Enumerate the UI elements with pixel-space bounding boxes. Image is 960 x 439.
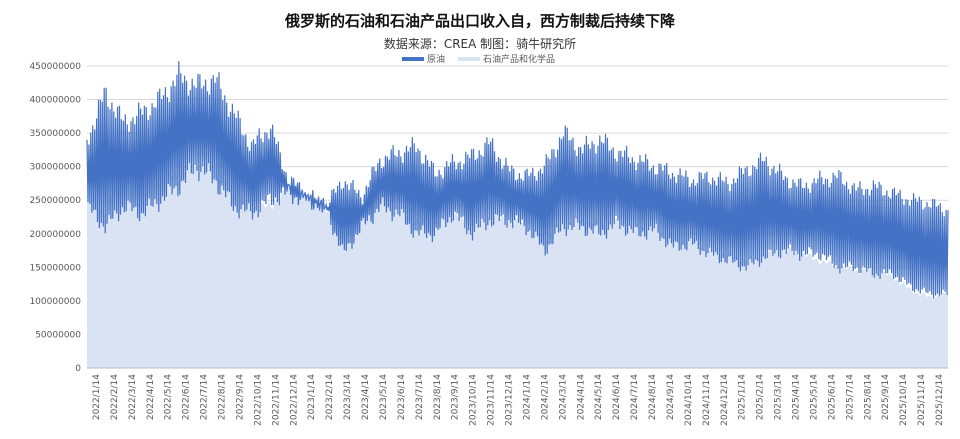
x-tick-label: 2024/2/14 [540, 374, 550, 420]
legend-label-products: 石油产品和化学品 [483, 53, 555, 65]
x-tick-label: 2025/4/14 [792, 374, 802, 420]
y-tick-label: 400000000 [29, 96, 81, 106]
x-tick-label: 2022/3/14 [128, 374, 138, 420]
x-tick-label: 2022/12/14 [289, 374, 299, 426]
legend: 原油 石油产品和化学品 [402, 53, 555, 65]
x-tick-label: 2022/4/14 [146, 374, 156, 420]
y-tick-label: 350000000 [29, 129, 81, 139]
x-tick-label: 2023/7/14 [415, 374, 425, 420]
series-products-area [87, 152, 948, 368]
x-tick-label: 2024/5/14 [594, 374, 604, 420]
x-tick-label: 2023/6/14 [397, 374, 407, 420]
x-tick-label: 2024/8/14 [648, 374, 658, 420]
x-axis: 2022/1/14 2022/2/14 2022/3/14 2022/4/14 2022… [87, 367, 948, 426]
x-tick-label: 2023/1/14 [307, 374, 317, 420]
x-tick-label: 2025/6/14 [827, 374, 837, 420]
x-tick-label: 2025/3/14 [774, 374, 784, 420]
y-tick-label: 300000000 [29, 163, 81, 173]
y-tick-label: 50000000 [35, 330, 81, 340]
chart-subtitle: 数据来源：CREA 制图：骑牛研究所 [383, 37, 577, 51]
x-tick-label: 2024/12/14 [720, 374, 730, 426]
x-tick-label: 2023/12/14 [505, 374, 515, 426]
x-tick-label: 2023/2/14 [325, 374, 335, 420]
x-tick-label: 2022/6/14 [182, 374, 192, 420]
x-tick-label: 2024/7/14 [630, 374, 640, 420]
x-tick-label: 2025/8/14 [863, 374, 873, 420]
x-tick-label: 2022/10/14 [253, 374, 263, 426]
x-tick-label: 2023/5/14 [379, 374, 389, 420]
x-tick-label: 2024/4/14 [576, 374, 586, 420]
x-tick-label: 2025/11/14 [917, 374, 927, 426]
x-tick-label: 2022/8/14 [218, 374, 228, 420]
x-tick-label: 2025/5/14 [809, 374, 819, 420]
legend-label-crude: 原油 [427, 53, 445, 65]
x-tick-label: 2024/1/14 [522, 374, 532, 420]
x-tick-label: 2025/12/14 [935, 374, 945, 426]
y-tick-label: 100000000 [29, 297, 81, 307]
x-tick-label: 2024/11/14 [702, 374, 712, 426]
x-tick-label: 2022/11/14 [271, 374, 281, 426]
x-tick-label: 2024/3/14 [558, 374, 568, 420]
x-tick-label: 2022/1/14 [92, 374, 102, 420]
x-tick-label: 2024/10/14 [684, 374, 694, 426]
x-tick-label: 2025/9/14 [881, 374, 891, 420]
y-tick-label: 250000000 [29, 196, 81, 206]
x-tick-label: 2025/2/14 [756, 374, 766, 420]
series-crude-line [86, 61, 949, 299]
x-tick-label: 2023/11/14 [487, 374, 497, 426]
x-tick-label: 2023/9/14 [451, 374, 461, 420]
x-tick-label: 2024/6/14 [612, 374, 622, 420]
x-tick-label: 2022/7/14 [200, 374, 210, 420]
y-axis: 0 50000000 100000000 150000000 200000000 2500… [29, 62, 81, 374]
chart-title: 俄罗斯的石油和石油产品出口收入自，西方制裁后持续下降 [284, 12, 675, 30]
x-tick-label: 2022/9/14 [235, 374, 245, 420]
x-tick-label: 2023/8/14 [433, 374, 443, 420]
y-tick-label: 150000000 [29, 263, 81, 273]
y-tick-label: 450000000 [29, 62, 81, 72]
x-tick-label: 2023/10/14 [469, 374, 479, 426]
x-tick-label: 2022/2/14 [110, 374, 120, 420]
x-tick-label: 2023/4/14 [361, 374, 371, 420]
y-tick-label: 200000000 [29, 230, 81, 240]
x-tick-label: 2025/1/14 [738, 374, 748, 420]
x-tick-label: 2025/7/14 [845, 374, 855, 420]
x-tick-label: 2022/5/14 [164, 374, 174, 420]
x-tick-label: 2025/10/14 [899, 374, 909, 426]
x-tick-label: 2023/3/14 [343, 374, 353, 420]
plot-region [86, 61, 949, 368]
y-tick-label: 0 [75, 364, 81, 374]
x-tick-label: 2024/9/14 [666, 374, 676, 420]
